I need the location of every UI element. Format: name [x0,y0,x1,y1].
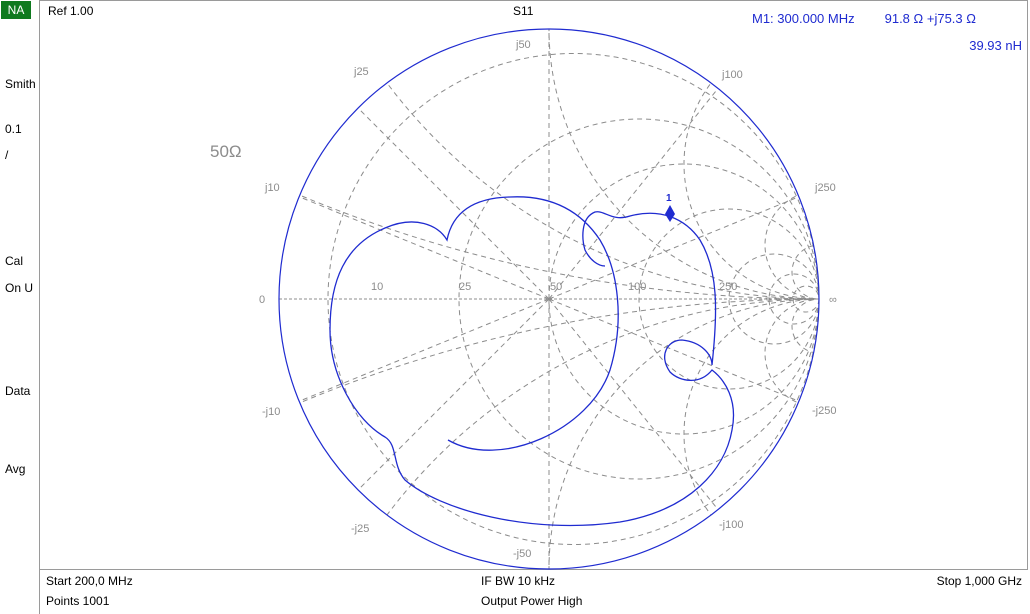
spoke [357,298,550,491]
s11-trace[interactable] [329,196,735,527]
resistance-circle-25 [458,118,819,480]
resistance-circle-10 [327,53,819,545]
imag-label-neg-j50: -j50 [513,548,531,560]
spoke [548,192,809,300]
footer-bar: Start 200,0 MHz Points 1001 IF BW 10 kHz… [40,571,1030,614]
ref-level-label[interactable]: Ref 1.00 [48,4,94,18]
marker-readout: M1: 300.000 MHz 91.8 Ω +j75.3 Ω [752,11,976,26]
imag-label-neg-j250: -j250 [812,405,836,417]
data-label[interactable]: Data [5,384,31,398]
smith-chart[interactable]: 50Ω 0 10 25 50 100 250 ∞ j10 j25 j50 j10… [40,0,1028,570]
marker-1-label: 1 [666,193,672,204]
imag-label-j10: j10 [264,182,280,194]
real-label-0: 0 [259,294,265,306]
imag-label-j50: j50 [515,39,531,51]
imag-label-j250: j250 [814,182,836,194]
spoke [357,107,550,300]
reactance-arc-j50 [548,29,819,300]
scale-divider-label: / [5,148,9,162]
format-smith-label[interactable]: Smith [5,77,36,91]
real-label-10: 10 [371,281,383,293]
marker-1-icon[interactable] [665,205,675,222]
reactance-arc-neg-j50 [548,298,819,569]
real-label-25: 25 [459,281,471,293]
imag-label-neg-j100: -j100 [719,519,743,531]
stop-frequency[interactable]: Stop 1,000 GHz [936,574,1022,588]
trace-name-label[interactable]: S11 [513,4,534,18]
reactance-arc-neg-j500 [791,298,819,354]
real-label-250: 250 [719,281,737,293]
if-bandwidth[interactable]: IF BW 10 kHz [481,574,556,588]
avg-label[interactable]: Avg [5,462,26,476]
cal-state-label[interactable]: On U [5,281,34,295]
spoke [548,298,809,406]
scale-label[interactable]: 0.1 [5,122,22,136]
resistance-circle-500 [768,273,819,325]
output-power[interactable]: Output Power High [481,594,583,608]
reactance-arc-j100 [683,29,819,300]
real-label-inf: ∞ [829,294,837,306]
left-panel: NA Smith 0.1 / Cal On U Data Avg [0,0,40,614]
reactance-arc-neg-j10 [279,298,819,569]
chart-frame [40,0,1028,570]
resistance-circle-250 [728,253,819,345]
reactance-arc-neg-j100 [683,298,819,569]
reactance-arc-j500 [791,244,819,300]
spoke [548,298,721,513]
spoke [289,192,550,300]
z0-label: 50Ω [210,142,242,161]
marker-frequency: M1: 300.000 MHz [752,11,855,26]
mode-badge[interactable]: NA [1,1,31,19]
spoke [289,298,550,406]
start-frequency[interactable]: Start 200,0 MHz [46,574,133,588]
imag-label-j25: j25 [353,66,369,78]
marker-inductance: 39.93 nH [969,38,1022,53]
reactance-arc-j10 [279,29,819,300]
real-label-100: 100 [628,281,646,293]
spoke [548,85,721,300]
header-bar: Ref 1.00 S11 M1: 300.000 MHz 91.8 Ω +j75.… [40,0,1030,53]
imag-label-neg-j10: -j10 [262,406,280,418]
imag-label-neg-j25: -j25 [351,523,369,535]
points-count[interactable]: Points 1001 [46,594,110,608]
unit-circle [278,28,820,570]
real-label-50: 50 [550,281,562,293]
reactance-arc-j25 [279,29,819,300]
cal-label[interactable]: Cal [5,254,24,268]
imag-label-j100: j100 [721,69,743,81]
reactance-arc-neg-j25 [279,298,819,569]
marker-impedance: 91.8 Ω +j75.3 Ω [884,11,976,26]
